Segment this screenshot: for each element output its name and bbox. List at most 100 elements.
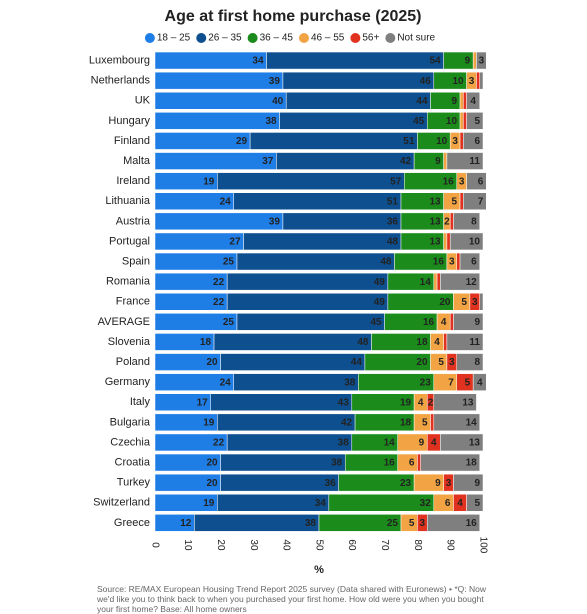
- bar-segment: [440, 433, 484, 452]
- bar-segment: [449, 232, 484, 251]
- data-label: 10: [469, 237, 481, 248]
- bar-segment: [476, 51, 487, 70]
- data-label: 38: [338, 438, 350, 449]
- x-tick-label: 100: [477, 537, 488, 554]
- data-label: 16: [443, 176, 455, 187]
- data-label: 42: [400, 156, 412, 167]
- legend-swatch: [298, 33, 309, 43]
- bar-segment: [476, 71, 480, 90]
- data-label: 34: [252, 56, 264, 67]
- bar-segment: [243, 232, 402, 251]
- data-label: 14: [466, 417, 478, 428]
- data-label: 20: [206, 458, 218, 469]
- bar-segment: [220, 453, 346, 472]
- bar-segment: [194, 514, 320, 532]
- data-label: 22: [213, 297, 225, 308]
- bar-segment: [436, 272, 441, 291]
- data-label: 49: [374, 277, 386, 288]
- data-label: 5: [474, 116, 480, 127]
- data-label: 4: [441, 317, 447, 328]
- data-label: 48: [387, 237, 399, 248]
- x-axis-label: %: [314, 564, 324, 576]
- bar-segment: [236, 313, 385, 331]
- data-label: 22: [213, 438, 225, 449]
- data-label: 16: [384, 458, 396, 469]
- data-label: 25: [387, 518, 399, 529]
- data-label: 9: [474, 317, 480, 328]
- x-tick-label: 10: [182, 539, 193, 551]
- legend-swatch: [196, 33, 207, 43]
- data-label: 2: [428, 397, 434, 408]
- data-label: 44: [416, 96, 428, 107]
- data-label: 14: [420, 277, 432, 288]
- data-label: 23: [400, 478, 412, 489]
- data-label: 7: [448, 377, 454, 388]
- data-label: 29: [236, 136, 248, 147]
- bar-segment: [282, 212, 402, 231]
- x-tick-label: 20: [215, 539, 226, 551]
- bar-segment: [479, 71, 484, 90]
- data-label: 39: [269, 216, 281, 227]
- data-label: 18: [416, 337, 428, 348]
- data-label: 6: [474, 136, 480, 147]
- bar-segment: [154, 212, 284, 231]
- legend-label: Not sure: [397, 33, 435, 44]
- bar-segment: [426, 514, 480, 532]
- data-label: 5: [451, 196, 457, 207]
- bar-segment: [449, 212, 454, 231]
- y-tick-label: Romania: [106, 276, 151, 288]
- data-label: 37: [262, 156, 274, 167]
- data-label: 12: [180, 518, 192, 529]
- data-label: 44: [351, 357, 363, 368]
- data-label: 5: [438, 357, 444, 368]
- chart: Age at first home purchase (2025) % 18 –…: [89, 8, 489, 576]
- data-label: 38: [344, 377, 356, 388]
- bar-segment: [449, 313, 454, 331]
- y-tick-label: Germany: [105, 376, 151, 388]
- data-label: 13: [469, 438, 481, 449]
- data-label: 24: [220, 196, 232, 207]
- data-label: 9: [419, 438, 425, 449]
- bar-segment: [154, 152, 277, 170]
- data-label: 4: [418, 397, 424, 408]
- data-label: 20: [206, 357, 218, 368]
- bar-segment: [233, 192, 402, 210]
- bar-segment: [226, 272, 389, 291]
- legend-label: 26 – 35: [208, 33, 242, 44]
- x-tick-label: 30: [248, 539, 259, 551]
- data-label: 57: [390, 176, 402, 187]
- bar-segment: [279, 112, 428, 130]
- data-label: 3: [452, 136, 458, 147]
- data-label: 16: [433, 257, 445, 268]
- data-label: 3: [449, 357, 455, 368]
- bar-segment: [249, 132, 418, 150]
- data-label: 4: [431, 438, 437, 449]
- y-tick-label: Austria: [116, 215, 151, 227]
- data-label: 49: [374, 297, 386, 308]
- data-label: 40: [272, 96, 284, 107]
- data-label: 7: [478, 196, 484, 207]
- legend-swatch: [385, 33, 396, 43]
- legend-swatch: [144, 33, 155, 43]
- data-label: 9: [451, 96, 457, 107]
- y-tick-label: France: [116, 296, 150, 308]
- y-tick-label: Portugal: [109, 235, 150, 247]
- x-tick-label: 70: [379, 539, 390, 551]
- data-label: 5: [422, 417, 428, 428]
- y-tick-label: Finland: [114, 135, 150, 147]
- bar-segment: [154, 112, 280, 130]
- bar-segment: [220, 473, 339, 492]
- bar-segment: [443, 232, 448, 251]
- data-label: 6: [445, 498, 451, 509]
- y-tick-label: Turkey: [117, 477, 151, 489]
- bar-segment: [213, 333, 372, 351]
- data-label: 9: [474, 478, 480, 489]
- data-label: 36: [325, 478, 337, 489]
- data-label: 19: [400, 397, 412, 408]
- data-label: 3: [469, 76, 475, 87]
- bar-segment: [466, 92, 480, 110]
- data-label: 18: [400, 417, 412, 428]
- bar-segment: [276, 152, 415, 170]
- data-label: 8: [471, 216, 477, 227]
- y-tick-label: Greece: [114, 517, 150, 529]
